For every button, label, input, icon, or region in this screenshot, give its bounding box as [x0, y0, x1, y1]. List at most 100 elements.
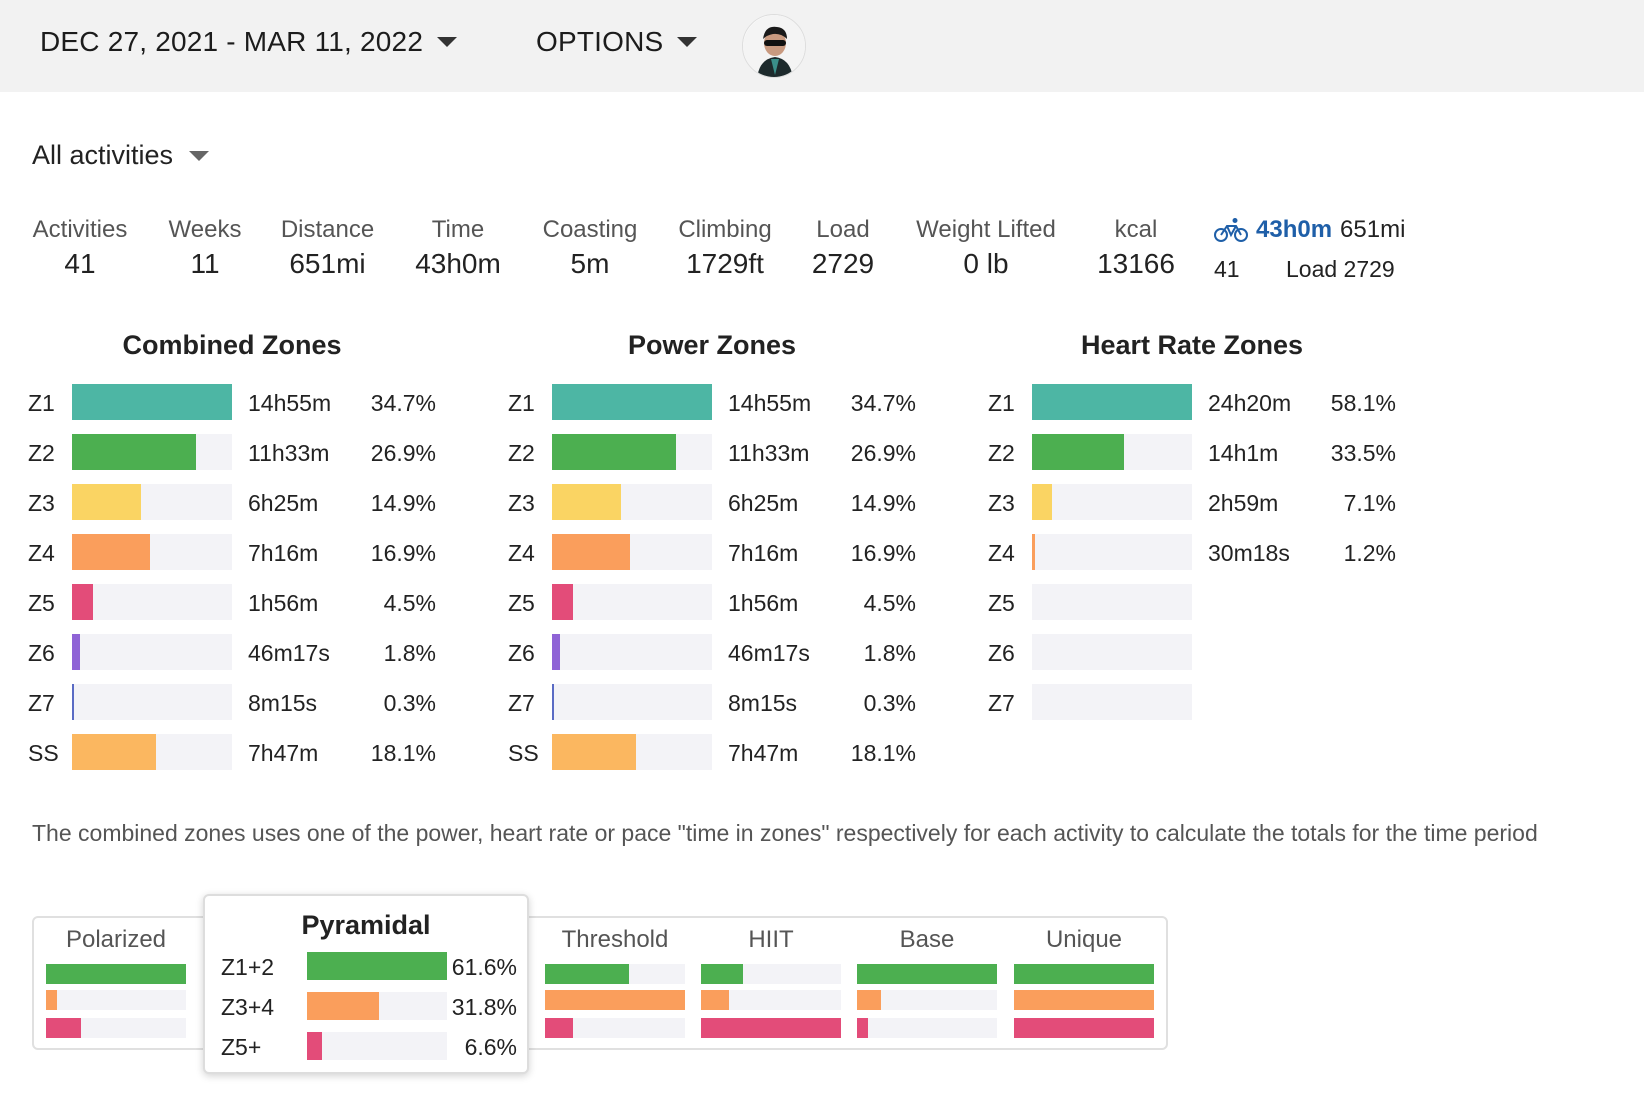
zone-row: Z5 [988, 584, 1418, 620]
stat-distance: Distance 651mi [275, 216, 380, 280]
zone-bar-track [1032, 434, 1192, 470]
zone-time: 30m18s [1208, 540, 1290, 566]
zone-bar-track [72, 684, 232, 720]
stat-coasting: Coasting 5m [540, 216, 640, 280]
zone-bar [552, 384, 712, 420]
distribution-bar [1014, 1018, 1154, 1038]
zone-label: Z3 [988, 490, 1015, 516]
zone-percent: 26.9% [370, 440, 436, 466]
activity-filter-dropdown[interactable]: All activities [32, 140, 210, 171]
zone-row: Z6 46m17s 1.8% [28, 634, 458, 670]
zone-time: 2h59m [1208, 490, 1279, 516]
zone-row: Z4 7h16m 16.9% [508, 534, 938, 570]
bicycle-icon [1214, 218, 1248, 242]
zone-row: SS 7h47m 18.1% [508, 734, 938, 770]
selected-distribution-label: Z5+ [221, 1034, 262, 1060]
zone-percent: 0.3% [863, 690, 916, 716]
selected-distribution-card[interactable]: Pyramidal Z1+2 61.6% Z3+4 31.8% Z5+ 6.6% [203, 894, 529, 1074]
zone-label: Z6 [988, 640, 1015, 666]
zone-bar-track [72, 584, 232, 620]
zone-bar [552, 684, 554, 720]
zone-time: 8m15s [728, 690, 798, 716]
stat-kcal: kcal 13166 [1090, 216, 1182, 280]
zone-label: Z4 [508, 540, 535, 566]
distribution-bar [701, 964, 743, 984]
zone-label: Z7 [988, 690, 1015, 716]
distribution-bar-track [545, 1018, 685, 1038]
zone-percent: 18.1% [850, 740, 916, 766]
zone-bar-track [1032, 684, 1192, 720]
zone-percent: 1.8% [863, 640, 916, 666]
selected-distribution-title: Pyramidal [301, 910, 431, 940]
stat-climbing: Climbing 1729ft [670, 216, 780, 280]
sport-count: 41 [1214, 256, 1240, 282]
options-dropdown[interactable]: OPTIONS [536, 26, 698, 58]
zone-bar [552, 484, 621, 520]
zone-bar [1032, 484, 1052, 520]
distribution-bar-track [701, 964, 841, 984]
selected-distribution-label: Z3+4 [221, 994, 275, 1020]
selected-distribution-bar-track [307, 992, 447, 1020]
zone-bar [1032, 534, 1035, 570]
chevron-down-icon [677, 37, 698, 47]
distribution-model-name: HIIT [748, 926, 794, 953]
zone-bar-track [552, 534, 712, 570]
date-range-dropdown[interactable]: DEC 27, 2021 - MAR 11, 2022 [40, 26, 458, 58]
zone-row: Z5 1h56m 4.5% [508, 584, 938, 620]
zone-time: 11h33m [248, 440, 330, 466]
zone-label: Z6 [508, 640, 535, 666]
selected-distribution-percent: 31.8% [451, 994, 517, 1020]
zone-bar [72, 584, 93, 620]
stat-label: Time [431, 216, 485, 243]
zone-time: 6h25m [728, 490, 799, 516]
zone-bar-track [552, 734, 712, 770]
distribution-bar-track [545, 964, 685, 984]
distribution-bar-track [545, 990, 685, 1010]
stat-load: Load 2729 [803, 216, 883, 280]
zone-bar [552, 734, 636, 770]
zone-bar [552, 434, 676, 470]
zone-label: Z4 [988, 540, 1015, 566]
zone-percent: 7.1% [1343, 490, 1396, 516]
zone-bar [72, 534, 150, 570]
zone-row: SS 7h47m 18.1% [28, 734, 458, 770]
zone-percent: 34.7% [370, 390, 436, 416]
zone-bar [552, 584, 573, 620]
zone-bar [1032, 384, 1192, 420]
zone-table-title: Power Zones [627, 330, 797, 360]
zone-bar-track [552, 634, 712, 670]
stat-label: Activities [32, 216, 128, 243]
zone-label: Z3 [508, 490, 535, 516]
zone-bar-track [72, 534, 232, 570]
zone-row: Z6 [988, 634, 1418, 670]
stat-value: 11 [190, 248, 220, 279]
zone-row: Z4 7h16m 16.9% [28, 534, 458, 570]
distribution-bar [545, 1018, 573, 1038]
zone-bar [72, 484, 141, 520]
avatar[interactable] [742, 14, 806, 78]
date-range-label: DEC 27, 2021 - MAR 11, 2022 [40, 26, 424, 57]
zone-bar-track [72, 434, 232, 470]
zone-row: Z1 24h20m 58.1% [988, 384, 1418, 420]
zone-label: Z7 [508, 690, 535, 716]
zone-percent: 34.7% [850, 390, 916, 416]
stat-label: Weeks [168, 216, 242, 243]
zone-bar-track [72, 634, 232, 670]
zone-bar-track [1032, 384, 1192, 420]
selected-distribution-row: Z5+ 6.6% [221, 1032, 521, 1060]
top-bar: DEC 27, 2021 - MAR 11, 2022 OPTIONS [0, 0, 1644, 92]
distribution-bar [1014, 964, 1154, 984]
stat-label: Distance [280, 216, 375, 243]
zone-percent: 14.9% [370, 490, 436, 516]
zone-row: Z5 1h56m 4.5% [28, 584, 458, 620]
zone-bar-track [552, 584, 712, 620]
distribution-bar [857, 964, 997, 984]
distribution-bar [545, 964, 629, 984]
distribution-bar-track [1014, 1018, 1154, 1038]
distribution-bar [701, 990, 729, 1010]
selected-distribution-row: Z1+2 61.6% [221, 952, 521, 980]
zone-percent: 14.9% [850, 490, 916, 516]
selected-distribution-row: Z3+4 31.8% [221, 992, 521, 1020]
avatar-image [743, 15, 805, 77]
selected-distribution-bar-track [307, 952, 447, 980]
